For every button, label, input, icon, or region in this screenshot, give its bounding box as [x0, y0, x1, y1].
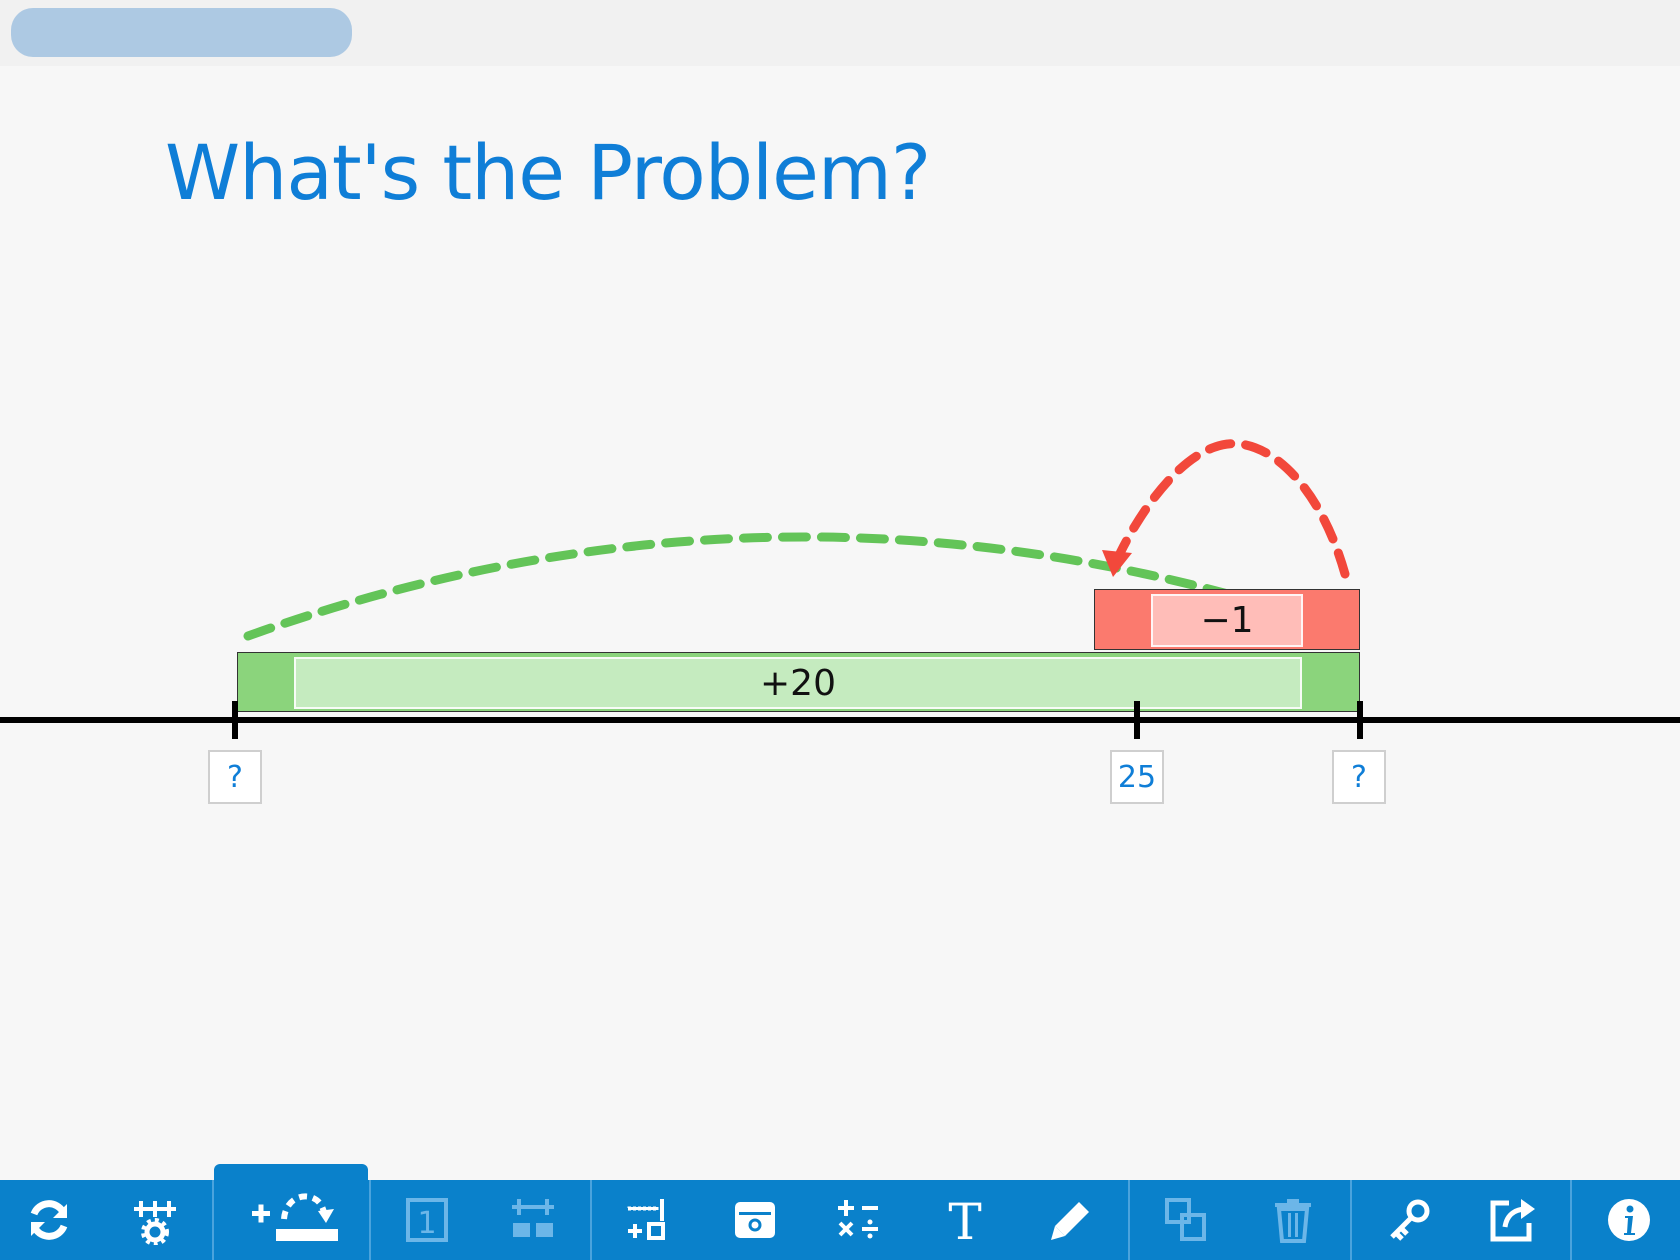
tick-mark-end[interactable]: [1357, 701, 1363, 739]
refresh-icon: [30, 1200, 68, 1240]
pencil-button[interactable]: [1036, 1180, 1106, 1260]
add-bar-icon: [627, 1199, 665, 1240]
refresh-button[interactable]: [14, 1180, 84, 1260]
toolbar-separator: [212, 1180, 214, 1260]
number-line-settings-icon: [134, 1201, 176, 1245]
info-icon: [1608, 1199, 1650, 1241]
tick-label-end[interactable]: ?: [1332, 750, 1386, 804]
hide-reveal-icon: [735, 1202, 775, 1238]
number-tile-button[interactable]: 1: [392, 1180, 462, 1260]
page-title[interactable]: What's the Problem?: [165, 128, 931, 217]
toolbar-separator: [590, 1180, 592, 1260]
text-icon: T: [948, 1197, 981, 1243]
tick-mark-start[interactable]: [232, 701, 238, 739]
tick-label-middle[interactable]: 25: [1110, 750, 1164, 804]
top-bar: [0, 0, 1680, 66]
number-tile-icon: 1: [406, 1198, 448, 1242]
app-title-pill[interactable]: [11, 8, 352, 57]
minus-jump-arc: [1111, 439, 1350, 579]
plus-jump-label-box[interactable]: +20: [294, 657, 1302, 709]
tool-add-jump-active-tab: [214, 1164, 368, 1260]
key-button[interactable]: [1374, 1180, 1444, 1260]
hide-reveal-button[interactable]: [720, 1180, 790, 1260]
operations-icon: [838, 1200, 878, 1239]
share-button[interactable]: [1478, 1180, 1548, 1260]
minus-jump-label-box[interactable]: −1: [1151, 594, 1303, 647]
tick-label-start[interactable]: ?: [208, 750, 262, 804]
duplicate-icon: [1165, 1198, 1206, 1241]
tick-mark-middle[interactable]: [1134, 701, 1140, 739]
svg-text:T: T: [948, 1197, 981, 1243]
plus-jump-bar[interactable]: +20: [237, 652, 1360, 712]
svg-text:1: 1: [417, 1206, 436, 1241]
tick-marks-button[interactable]: [498, 1180, 568, 1260]
toolbar-separator: [1128, 1180, 1130, 1260]
add-bar-button[interactable]: [614, 1180, 684, 1260]
toolbar-separator: [1350, 1180, 1352, 1260]
pencil-icon: [1051, 1202, 1089, 1240]
duplicate-button[interactable]: [1152, 1180, 1222, 1260]
trash-button[interactable]: [1258, 1180, 1328, 1260]
toolbar-separator: [369, 1180, 371, 1260]
operations-button[interactable]: [824, 1180, 894, 1260]
add-jump-button[interactable]: [232, 1176, 352, 1256]
share-icon: [1490, 1199, 1535, 1242]
minus-jump-label: −1: [1200, 600, 1254, 641]
add-jump-icon: [252, 1193, 338, 1241]
key-icon: [1390, 1199, 1430, 1241]
trash-icon: [1275, 1199, 1311, 1243]
text-button[interactable]: T: [930, 1180, 1000, 1260]
plus-jump-label: +20: [760, 662, 836, 704]
tick-marks-icon: [512, 1199, 554, 1237]
number-line-settings-button[interactable]: [120, 1180, 190, 1260]
info-button[interactable]: [1594, 1180, 1664, 1260]
minus-jump-bar[interactable]: −1: [1094, 589, 1360, 650]
minus-jump-arrowhead: [1102, 550, 1132, 577]
toolbar-separator: [1570, 1180, 1572, 1260]
number-line: [0, 717, 1680, 723]
plus-jump-arc: [243, 532, 1345, 641]
